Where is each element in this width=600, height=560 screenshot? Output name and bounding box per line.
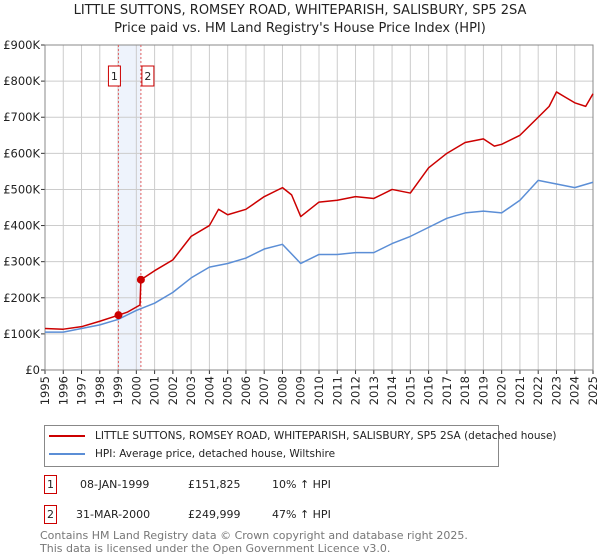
x-tick-label: 2023	[549, 376, 563, 405]
x-tick-label: 2012	[349, 376, 363, 405]
transaction-point	[114, 311, 123, 320]
hpi-line	[45, 179, 594, 333]
transaction-price: £249,999	[188, 508, 241, 521]
licence-text: This data is licensed under the Open Gov…	[40, 542, 391, 555]
x-tick-label: 2021	[513, 376, 527, 405]
x-tick-label: 2025	[586, 376, 600, 405]
x-tick-label: 2000	[129, 376, 143, 405]
y-tick-label: £900K	[3, 38, 40, 52]
transaction-price: £151,825	[188, 478, 241, 491]
chart-subtitle: Price paid vs. HM Land Registry's House …	[114, 21, 486, 36]
transaction-badge: 1	[44, 475, 57, 494]
chart-title: LITTLE SUTTONS, ROMSEY ROAD, WHITEPARISH…	[73, 3, 527, 18]
x-tick-label: 2015	[403, 376, 417, 405]
legend-swatch-red	[49, 435, 85, 437]
transaction-point	[136, 275, 145, 284]
x-tick-label: 1995	[38, 376, 52, 405]
transaction-badge	[107, 65, 121, 87]
x-tick-label: 2008	[275, 376, 289, 405]
y-tick-label: £100K	[3, 327, 40, 341]
y-tick-label: £800K	[3, 74, 40, 88]
legend-label: LITTLE SUTTONS, ROMSEY ROAD, WHITEPARISH…	[95, 430, 557, 442]
x-tick-label: 2024	[568, 376, 582, 405]
legend-item-property: LITTLE SUTTONS, ROMSEY ROAD, WHITEPARISH…	[49, 428, 557, 444]
x-tick-label: 2007	[257, 376, 271, 405]
transaction-row: 1 08-JAN-1999 £151,825 10% ↑ HPI	[44, 475, 444, 495]
transaction-band	[118, 45, 141, 370]
x-tick-label: 1998	[93, 376, 107, 405]
y-tick-label: £400K	[3, 219, 40, 233]
transaction-badge-label: 1	[111, 70, 118, 83]
y-tick-label: £0	[25, 363, 40, 377]
x-tick-label: 1997	[75, 376, 89, 405]
x-tick-label: 2013	[367, 376, 381, 405]
x-tick-label: 2002	[166, 376, 180, 405]
x-tick-label: 2017	[440, 376, 454, 405]
footer: Contains HM Land Registry data © Crown c…	[40, 529, 468, 555]
x-tick-label: 2001	[148, 376, 162, 405]
x-tick-label: 2019	[476, 376, 490, 405]
y-tick-label: £600K	[3, 146, 40, 160]
x-tick-label: 1996	[56, 376, 70, 405]
y-tick-label: £300K	[3, 255, 40, 269]
x-tick-label: 2020	[495, 376, 509, 405]
x-tick-label: 2018	[458, 376, 472, 405]
legend-swatch-blue	[49, 453, 85, 455]
x-tick-label: 2003	[184, 376, 198, 405]
y-tick-label: £200K	[3, 291, 40, 305]
copyright-text: Contains HM Land Registry data © Crown c…	[40, 529, 468, 542]
x-tick-label: 2022	[531, 376, 545, 405]
legend: LITTLE SUTTONS, ROMSEY ROAD, WHITEPARISH…	[44, 425, 557, 467]
transaction-badge-label: 2	[144, 70, 151, 83]
x-tick-label: 2005	[221, 376, 235, 405]
transaction-badge	[141, 65, 155, 87]
x-tick-label: 2011	[330, 376, 344, 405]
x-tick-label: 2006	[239, 376, 253, 405]
y-tick-label: £500K	[3, 182, 40, 196]
price-line	[44, 91, 594, 330]
x-tick-label: 2014	[385, 376, 399, 405]
transaction-date: 08-JAN-1999	[80, 478, 150, 491]
plot-area: 1995 1996 1997 1998 1999 2000 2001 2002 2003 2004…	[3, 38, 600, 405]
transaction-hpi: 10% ↑ HPI	[272, 478, 331, 491]
transaction-row: 2 31-MAR-2000 £249,999 47% ↑ HPI	[44, 505, 444, 525]
y-tick-label: £700K	[3, 110, 40, 124]
x-tick-label: 2010	[312, 376, 326, 405]
x-tick-label: 2004	[202, 376, 216, 405]
x-tick-label: 2009	[294, 376, 308, 405]
plot-border	[44, 44, 594, 371]
transaction-hpi: 47% ↑ HPI	[272, 508, 331, 521]
legend-label: HPI: Average price, detached house, Wilt…	[95, 448, 336, 460]
transaction-date: 31-MAR-2000	[76, 508, 151, 521]
transaction-badge: 2	[44, 505, 57, 524]
x-tick-label: 1999	[111, 376, 125, 405]
x-tick-label: 2016	[422, 376, 436, 405]
legend-item-hpi: HPI: Average price, detached house, Wilt…	[49, 446, 335, 462]
